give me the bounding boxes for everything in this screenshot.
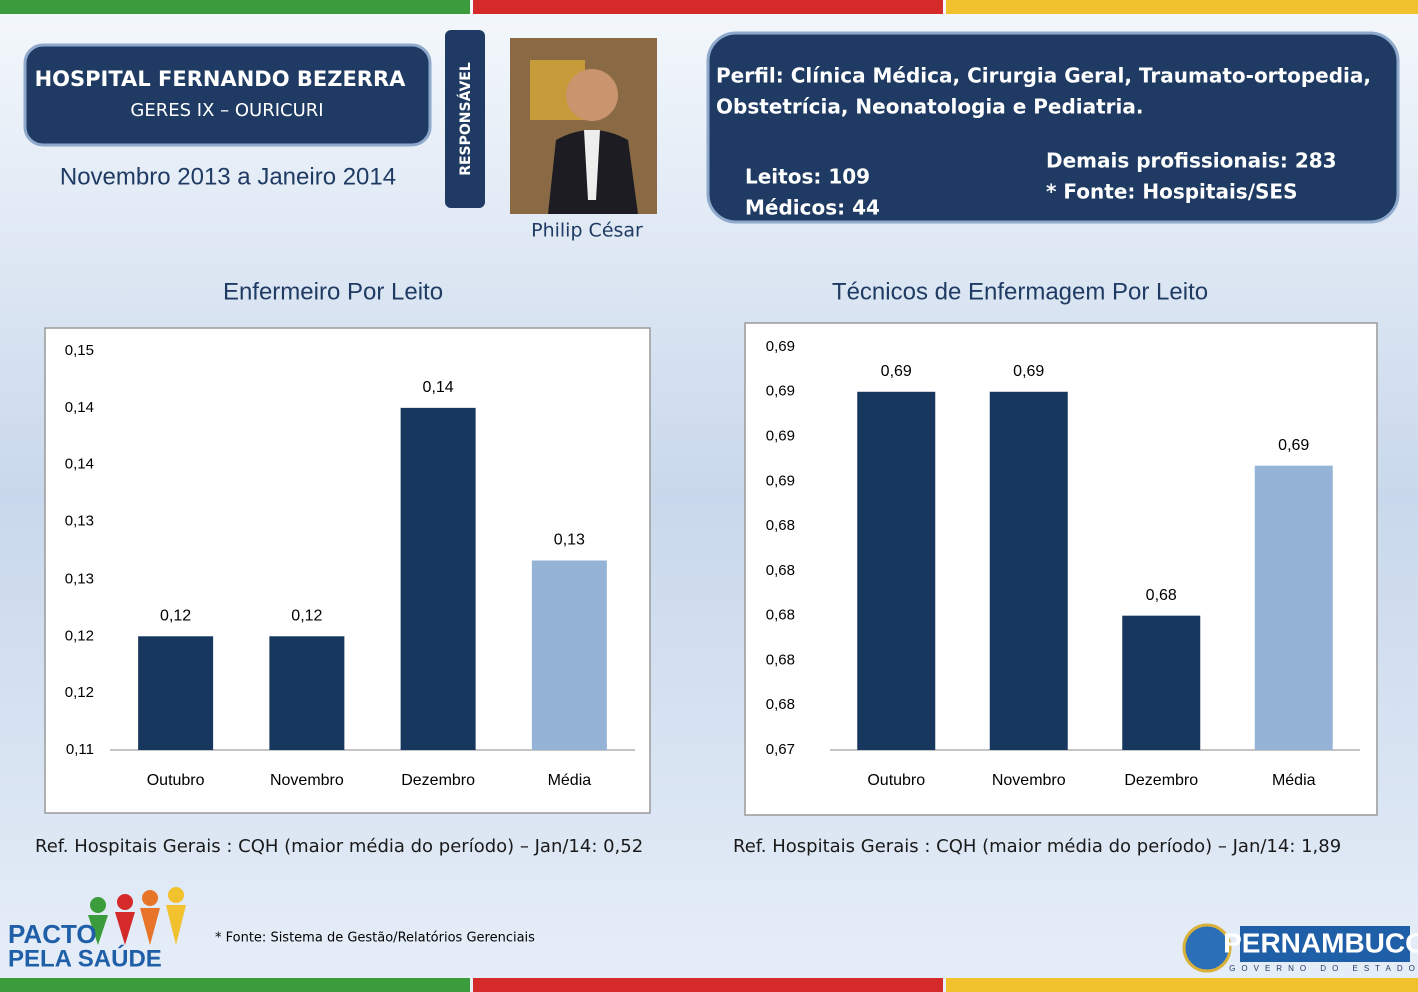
y-tick-label: 0,68 [766, 696, 795, 713]
period: Novembro 2013 a Janeiro 2014 [60, 163, 396, 190]
stripe [473, 0, 943, 14]
stripe [0, 0, 470, 14]
value-label: 0,14 [423, 379, 454, 396]
stripe [0, 978, 470, 992]
doctors: Médicos: 44 [745, 196, 880, 220]
header-box [23, 43, 432, 147]
x-tick-label: Dezembro [1124, 772, 1198, 789]
y-tick-label: 0,12 [65, 627, 94, 644]
logo-text: PACTO [8, 919, 97, 949]
y-tick-label: 0,15 [65, 342, 94, 359]
y-tick-label: 0,69 [766, 428, 795, 445]
x-tick-label: Outubro [867, 772, 925, 789]
y-tick-label: 0,69 [766, 338, 795, 355]
bar [989, 391, 1068, 750]
other-staff: Demais profissionais: 283 [1046, 149, 1337, 173]
logo-right-box [1240, 926, 1410, 962]
bar [1122, 615, 1201, 750]
hospital-subtitle: GERES IX – OURICURI [130, 100, 323, 121]
y-tick-label: 0,68 [766, 562, 795, 579]
hospital-title: HOSPITAL FERNANDO BEZERRA [35, 67, 407, 91]
beds: Leitos: 109 [745, 165, 870, 189]
value-label: 0,13 [554, 532, 585, 549]
photo [510, 38, 657, 214]
stripe [946, 978, 1418, 992]
x-tick-label: Novembro [992, 772, 1066, 789]
chart-title: Enfermeiro Por Leito [223, 278, 443, 305]
reference-note: Ref. Hospitais Gerais : CQH (maior média… [733, 836, 1341, 857]
stripe [473, 978, 943, 992]
value-label: 0,68 [1146, 587, 1177, 604]
stripe [946, 0, 1418, 14]
logo-text: PELA SAÚDE [8, 944, 162, 972]
y-tick-label: 0,68 [766, 651, 795, 668]
responsible-label: RESPONSÁVEL [457, 62, 474, 176]
x-tick-label: Dezembro [401, 772, 475, 789]
value-label: 0,12 [291, 608, 322, 625]
profile-source: * Fonte: Hospitais/SES [1046, 180, 1297, 204]
reference-note: Ref. Hospitais Gerais : CQH (maior média… [35, 836, 643, 857]
y-tick-label: 0,68 [766, 607, 795, 624]
emblem [1182, 923, 1232, 973]
y-tick-label: 0,67 [766, 741, 795, 758]
bar [857, 391, 936, 750]
y-tick-label: 0,68 [766, 517, 795, 534]
value-label: 0,69 [881, 363, 912, 380]
bar [269, 636, 345, 750]
profile-box [706, 31, 1400, 224]
x-tick-label: Média [548, 772, 592, 789]
y-tick-label: 0,69 [766, 472, 795, 489]
y-tick-label: 0,14 [65, 456, 94, 473]
x-tick-label: Novembro [270, 772, 344, 789]
chart-title: Técnicos de Enfermagem Por Leito [832, 278, 1208, 305]
logo-left [88, 887, 186, 945]
logo-text: PERNAMBUCO [1223, 927, 1418, 958]
responsible-tab [445, 30, 485, 208]
bar [1254, 465, 1333, 750]
y-tick-label: 0,13 [65, 570, 94, 587]
profile-text: Perfil: Clínica Médica, Cirurgia Geral, … [716, 64, 1371, 88]
value-label: 0,69 [1013, 363, 1044, 380]
y-tick-label: 0,11 [66, 741, 94, 758]
bar [531, 560, 607, 750]
y-tick-label: 0,13 [65, 513, 94, 530]
value-label: 0,69 [1278, 437, 1309, 454]
y-tick-label: 0,12 [65, 684, 94, 701]
bar [138, 636, 214, 750]
responsible-name: Philip César [531, 220, 643, 242]
logo-subtext: GOVERNO DO ESTADO [1229, 964, 1418, 973]
value-label: 0,12 [160, 608, 191, 625]
footer-source: * Fonte: Sistema de Gestão/Relatórios Ge… [215, 931, 535, 946]
y-tick-label: 0,14 [65, 399, 94, 416]
x-tick-label: Média [1272, 772, 1316, 789]
y-tick-label: 0,69 [766, 383, 795, 400]
bar [400, 407, 476, 750]
profile-text: Obstetrícia, Neonatologia e Pediatria. [716, 95, 1144, 119]
x-tick-label: Outubro [147, 772, 205, 789]
